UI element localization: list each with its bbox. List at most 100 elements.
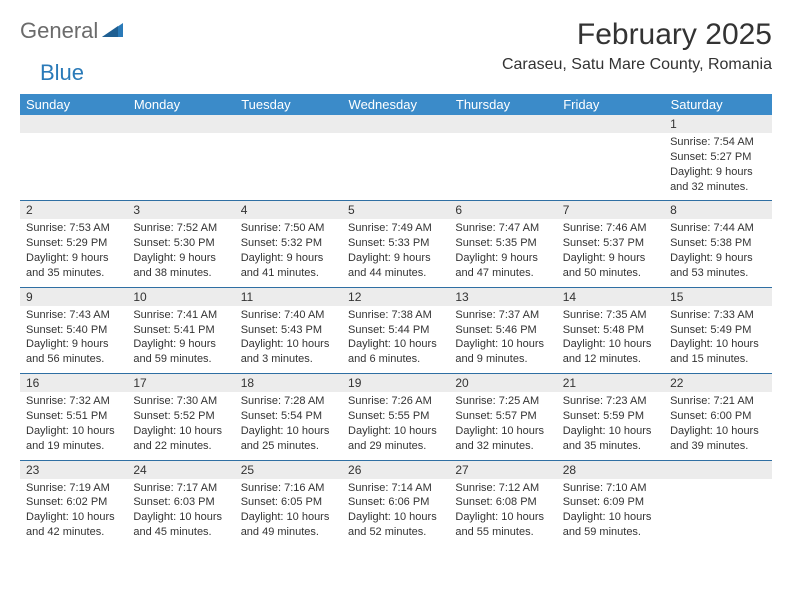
sunset-text: Sunset: 6:03 PM [133,495,228,510]
sunrise-text: Sunrise: 7:26 AM [348,394,443,409]
day-number-cell [449,115,556,133]
day-detail-cell: Sunrise: 7:49 AMSunset: 5:33 PMDaylight:… [342,219,449,287]
day-detail-cell: Sunrise: 7:21 AMSunset: 6:00 PMDaylight:… [664,392,771,460]
day-number-cell [127,115,234,133]
sunset-text: Sunset: 5:54 PM [241,409,336,424]
logo-text-blue: Blue [40,60,84,85]
dow-wednesday: Wednesday [342,94,449,115]
day-number-cell [557,115,664,133]
sunset-text: Sunset: 5:33 PM [348,236,443,251]
day-detail-cell: Sunrise: 7:47 AMSunset: 5:35 PMDaylight:… [449,219,556,287]
sunset-text: Sunset: 5:29 PM [26,236,121,251]
sunrise-text: Sunrise: 7:46 AM [563,221,658,236]
day-number-cell: 8 [664,201,771,219]
day-detail-cell: Sunrise: 7:46 AMSunset: 5:37 PMDaylight:… [557,219,664,287]
day-detail-cell: Sunrise: 7:54 AMSunset: 5:27 PMDaylight:… [664,133,771,201]
day-number-cell: 1 [664,115,771,133]
day-detail-cell: Sunrise: 7:10 AMSunset: 6:09 PMDaylight:… [557,479,664,546]
day-number-cell: 25 [235,461,342,479]
day-number-cell: 21 [557,374,664,392]
day-detail-cell: Sunrise: 7:28 AMSunset: 5:54 PMDaylight:… [235,392,342,460]
sunrise-text: Sunrise: 7:16 AM [241,481,336,496]
day-number-cell: 23 [20,461,127,479]
day-detail-cell: Sunrise: 7:33 AMSunset: 5:49 PMDaylight:… [664,306,771,374]
sunrise-text: Sunrise: 7:23 AM [563,394,658,409]
daylight-text: Daylight: 9 hours and 41 minutes. [241,251,336,281]
day-detail-cell: Sunrise: 7:41 AMSunset: 5:41 PMDaylight:… [127,306,234,374]
detail-row: Sunrise: 7:43 AMSunset: 5:40 PM Daylight:… [20,306,772,374]
dow-header-row: Sunday Monday Tuesday Wednesday Thursday… [20,94,772,115]
sunrise-text: Sunrise: 7:43 AM [26,308,121,323]
sunrise-text: Sunrise: 7:10 AM [563,481,658,496]
dow-monday: Monday [127,94,234,115]
sunrise-text: Sunrise: 7:17 AM [133,481,228,496]
sunset-text: Sunset: 5:55 PM [348,409,443,424]
day-detail-cell: Sunrise: 7:43 AMSunset: 5:40 PMDaylight:… [20,306,127,374]
sunrise-text: Sunrise: 7:52 AM [133,221,228,236]
daylight-text: Daylight: 9 hours and 50 minutes. [563,251,658,281]
sunrise-text: Sunrise: 7:37 AM [455,308,550,323]
day-detail-cell: Sunrise: 7:17 AMSunset: 6:03 PMDaylight:… [127,479,234,546]
day-number-cell: 17 [127,374,234,392]
location: Caraseu, Satu Mare County, Romania [502,56,772,74]
day-number-cell [235,115,342,133]
sunset-text: Sunset: 5:46 PM [455,323,550,338]
dow-friday: Friday [557,94,664,115]
daylight-text: Daylight: 10 hours and 9 minutes. [455,337,550,367]
sunrise-text: Sunrise: 7:38 AM [348,308,443,323]
sunset-text: Sunset: 6:06 PM [348,495,443,510]
logo: General [20,18,126,44]
daylight-text: Daylight: 10 hours and 52 minutes. [348,510,443,540]
day-number-cell: 9 [20,288,127,306]
day-number-cell: 4 [235,201,342,219]
sunset-text: Sunset: 5:30 PM [133,236,228,251]
daylight-text: Daylight: 10 hours and 49 minutes. [241,510,336,540]
day-number-cell: 5 [342,201,449,219]
sunset-text: Sunset: 5:37 PM [563,236,658,251]
day-detail-cell [20,133,127,201]
sunrise-text: Sunrise: 7:44 AM [670,221,765,236]
day-detail-cell: Sunrise: 7:23 AMSunset: 5:59 PMDaylight:… [557,392,664,460]
daylight-text: Daylight: 10 hours and 29 minutes. [348,424,443,454]
title-block: February 2025 Caraseu, Satu Mare County,… [502,18,772,74]
day-number-cell: 10 [127,288,234,306]
day-detail-cell: Sunrise: 7:26 AMSunset: 5:55 PMDaylight:… [342,392,449,460]
daylight-text: Daylight: 10 hours and 35 minutes. [563,424,658,454]
sunset-text: Sunset: 5:40 PM [26,323,121,338]
sunrise-text: Sunrise: 7:12 AM [455,481,550,496]
day-number-cell: 18 [235,374,342,392]
day-detail-cell [127,133,234,201]
detail-row: Sunrise: 7:53 AMSunset: 5:29 PMDaylight:… [20,219,772,287]
daylight-text: Daylight: 10 hours and 32 minutes. [455,424,550,454]
sunset-text: Sunset: 6:00 PM [670,409,765,424]
sunrise-text: Sunrise: 7:49 AM [348,221,443,236]
daylight-text: Daylight: 10 hours and 12 minutes. [563,337,658,367]
daynum-row: 9101112131415 [20,288,772,306]
daynum-row: 2345678 [20,201,772,219]
sunrise-text: Sunrise: 7:41 AM [133,308,228,323]
daylight-text: Daylight: 9 hours and 53 minutes. [670,251,765,281]
detail-row: Sunrise: 7:54 AMSunset: 5:27 PMDaylight:… [20,133,772,201]
day-number-cell: 11 [235,288,342,306]
day-number-cell: 22 [664,374,771,392]
sunset-text: Sunset: 5:57 PM [455,409,550,424]
daylight-text: Daylight: 10 hours and 22 minutes. [133,424,228,454]
day-detail-cell [235,133,342,201]
day-number-cell: 16 [20,374,127,392]
sunset-text: Sunset: 5:41 PM [133,323,228,338]
day-number-cell: 26 [342,461,449,479]
day-detail-cell: Sunrise: 7:32 AMSunset: 5:51 PMDaylight:… [20,392,127,460]
sunrise-text: Sunrise: 7:50 AM [241,221,336,236]
day-detail-cell [557,133,664,201]
dow-tuesday: Tuesday [235,94,342,115]
daylight-text: Daylight: 10 hours and 39 minutes. [670,424,765,454]
sunrise-text: Sunrise: 7:47 AM [455,221,550,236]
daylight-text: Daylight: 10 hours and 15 minutes. [670,337,765,367]
daylight-text: Daylight: 10 hours and 55 minutes. [455,510,550,540]
day-number-cell: 13 [449,288,556,306]
daylight-text: Daylight: 9 hours and 35 minutes. [26,251,121,281]
sunset-text: Sunset: 5:44 PM [348,323,443,338]
day-detail-cell: Sunrise: 7:25 AMSunset: 5:57 PMDaylight:… [449,392,556,460]
day-detail-cell: Sunrise: 7:38 AMSunset: 5:44 PMDaylight:… [342,306,449,374]
month-title: February 2025 [502,18,772,52]
